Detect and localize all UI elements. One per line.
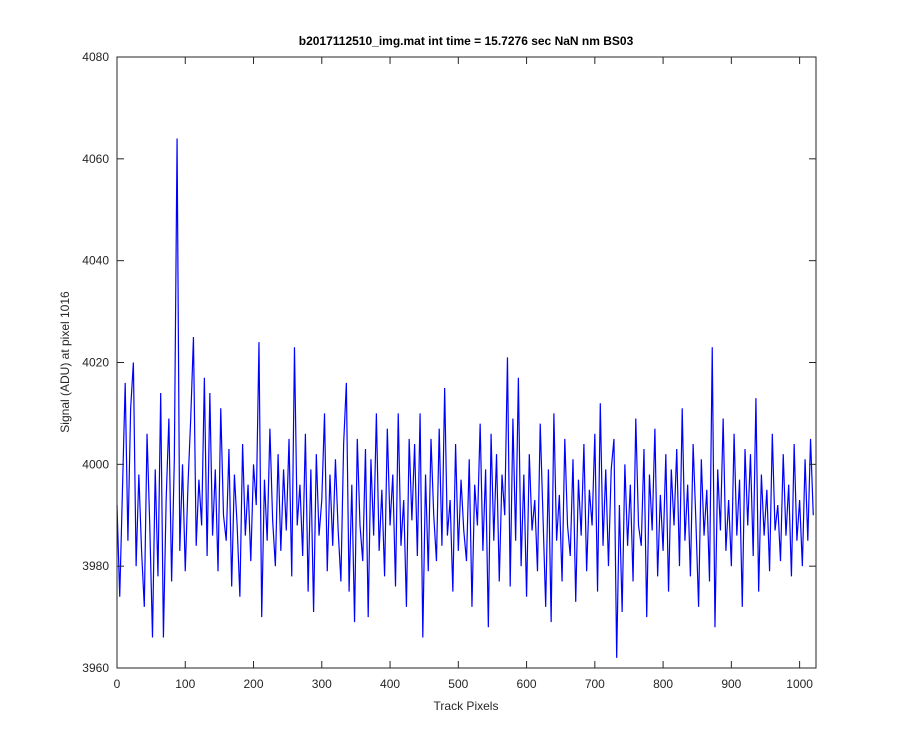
x-tick-label: 0 bbox=[114, 677, 121, 691]
y-axis-label: Signal (ADU) at pixel 1016 bbox=[58, 291, 72, 433]
x-tick-label: 400 bbox=[380, 677, 400, 691]
x-tick-label: 1000 bbox=[786, 677, 813, 691]
plot-area bbox=[116, 138, 814, 658]
y-tick-label: 4080 bbox=[82, 50, 109, 64]
x-axis-label: Track Pixels bbox=[434, 699, 499, 713]
x-tick-label: 500 bbox=[448, 677, 468, 691]
x-tick-label: 700 bbox=[585, 677, 605, 691]
x-tick-label: 900 bbox=[721, 677, 741, 691]
x-tick-label: 300 bbox=[312, 677, 332, 691]
y-tick-label: 3980 bbox=[82, 559, 109, 573]
y-tick-label: 4040 bbox=[82, 254, 109, 268]
data-line bbox=[116, 138, 814, 658]
x-tick-label: 600 bbox=[517, 677, 537, 691]
y-tick-label: 4020 bbox=[82, 356, 109, 370]
y-tick-label: 4000 bbox=[82, 457, 109, 471]
x-tick-label: 200 bbox=[244, 677, 264, 691]
chart-title: b2017112510_img.mat int time = 15.7276 s… bbox=[299, 34, 634, 48]
x-tick-label: 100 bbox=[175, 677, 195, 691]
y-tick-label: 4060 bbox=[82, 152, 109, 166]
y-tick-label: 3960 bbox=[82, 661, 109, 675]
x-tick-label: 800 bbox=[653, 677, 673, 691]
